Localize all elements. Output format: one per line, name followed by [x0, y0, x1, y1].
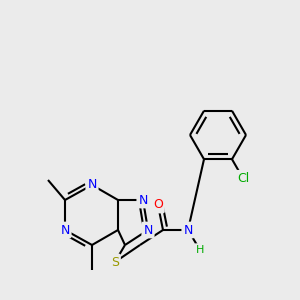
Text: H: H	[196, 245, 204, 255]
Text: N: N	[87, 178, 97, 191]
Text: S: S	[111, 256, 119, 268]
Text: Cl: Cl	[237, 172, 249, 185]
Text: N: N	[183, 224, 193, 236]
Text: O: O	[153, 199, 163, 212]
Text: N: N	[143, 224, 153, 236]
Text: N: N	[138, 194, 148, 206]
Text: N: N	[60, 224, 70, 236]
